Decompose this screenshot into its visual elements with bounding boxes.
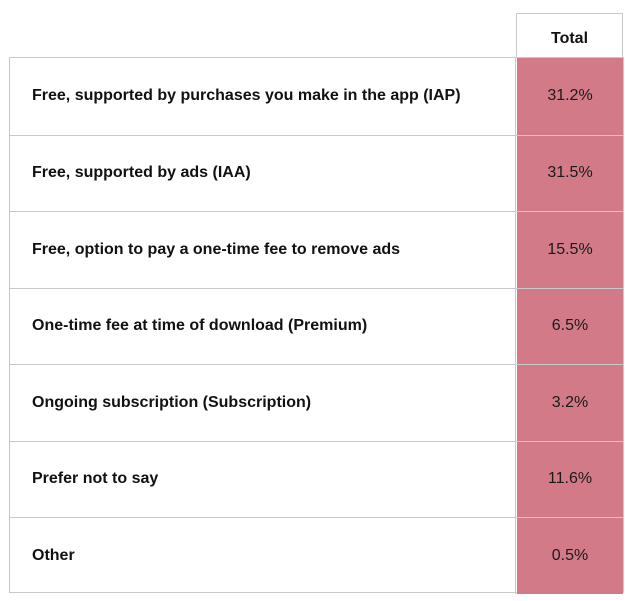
table-row: Free, option to pay a one-time fee to re… xyxy=(10,211,623,288)
row-value-cell: 6.5% xyxy=(517,288,623,364)
row-label: Free, option to pay a one-time fee to re… xyxy=(10,212,516,288)
table-row: Other 0.5% xyxy=(10,517,623,594)
column-header-total: Total xyxy=(516,13,623,57)
row-value-cell: 3.2% xyxy=(517,365,623,441)
results-table: Free, supported by purchases you make in… xyxy=(9,57,624,594)
row-label: Free, supported by purchases you make in… xyxy=(10,58,516,135)
row-value-cell: 31.2% xyxy=(517,58,623,135)
table-row: Free, supported by purchases you make in… xyxy=(10,58,623,135)
table-row: Free, supported by ads (IAA) 31.5% xyxy=(10,134,623,211)
row-value-cell: 0.5% xyxy=(517,518,623,594)
row-label: Free, supported by ads (IAA) xyxy=(10,135,516,211)
row-label: Ongoing subscription (Subscription) xyxy=(10,365,516,441)
row-value-cell: 11.6% xyxy=(517,441,623,517)
table-row: Prefer not to say 11.6% xyxy=(10,440,623,517)
row-value-cell: 31.5% xyxy=(517,135,623,211)
row-value-cell: 15.5% xyxy=(517,212,623,288)
row-label: Other xyxy=(10,518,516,594)
table-row: One-time fee at time of download (Premiu… xyxy=(10,287,623,364)
row-label: One-time fee at time of download (Premiu… xyxy=(10,288,516,364)
table-row: Ongoing subscription (Subscription) 3.2% xyxy=(10,364,623,441)
row-label: Prefer not to say xyxy=(10,441,516,517)
